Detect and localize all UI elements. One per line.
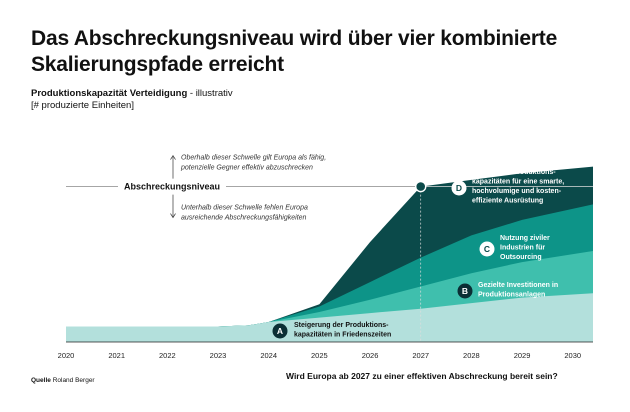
callout-a-label-2: kapazitäten in Friedenszeiten bbox=[294, 332, 391, 339]
threshold-label: Abschreckungsniveau bbox=[124, 182, 220, 192]
x-tick-2029: 2029 bbox=[514, 351, 531, 360]
callout-d-letter: D bbox=[456, 183, 462, 193]
callout-a-letter: A bbox=[277, 326, 283, 336]
callout-c-letter: C bbox=[484, 244, 490, 254]
source-label: Quelle bbox=[31, 377, 51, 384]
callout-b-label-2: Produktionsanlagen bbox=[478, 292, 545, 299]
x-tick-2024: 2024 bbox=[260, 351, 277, 360]
callout-d-label-1: Aufbau von Produktions- bbox=[472, 169, 556, 176]
chart-title: Das Abschreckungsniveau wird über vier k… bbox=[31, 27, 558, 76]
area-a bbox=[66, 293, 593, 342]
callout-c-label-3: Outsourcing bbox=[500, 254, 542, 261]
x-tick-2026: 2026 bbox=[362, 351, 379, 360]
callout-c-circle bbox=[479, 241, 495, 257]
subtitle-rest: - illustrativ bbox=[187, 88, 233, 99]
callout-b-letter: B bbox=[462, 286, 468, 296]
arrow-up-head bbox=[170, 154, 176, 160]
source-note: Quelle Roland Berger bbox=[31, 377, 95, 384]
callout-c-label-1: Nutzung ziviler bbox=[500, 235, 550, 242]
below-text-line-1: Unterhalb dieser Schwelle fehlen Europa bbox=[181, 205, 308, 212]
chart-subtitle: Produktionskapazität Verteidigung - illu… bbox=[31, 88, 233, 100]
callout-a-circle bbox=[272, 323, 288, 339]
x-tick-2027: 2027 bbox=[412, 351, 429, 360]
above-text-line-1: Oberhalb dieser Schwelle gilt Europa als… bbox=[181, 155, 326, 162]
y-axis-label: [# produzierte Einheiten] bbox=[31, 100, 134, 111]
callout-d-label-4: effiziente Ausrüstung bbox=[472, 198, 543, 205]
x-tick-2020: 2020 bbox=[58, 351, 75, 360]
arrow-down-head bbox=[170, 213, 176, 219]
x-tick-2030: 2030 bbox=[564, 351, 581, 360]
callout-d-label-3: hochvolumige und kosten- bbox=[472, 188, 562, 195]
x-tick-2028: 2028 bbox=[463, 351, 480, 360]
threshold-label-bg bbox=[118, 180, 226, 193]
callout-a-label-1: Steigerung der Produktions- bbox=[294, 322, 389, 329]
x-tick-2025: 2025 bbox=[311, 351, 328, 360]
crossing-marker bbox=[415, 180, 427, 193]
x-tick-2022: 2022 bbox=[159, 351, 176, 360]
callout-d-circle bbox=[451, 180, 467, 196]
below-text-line-2: ausreichende Abschreckungsfähigkeiten bbox=[181, 215, 307, 222]
callout-b-circle bbox=[457, 283, 473, 299]
source-text: Roland Berger bbox=[52, 377, 95, 384]
x-tick-2021: 2021 bbox=[108, 351, 125, 360]
above-text-line-2: potenzielle Gegner effektiv abzuschrecke… bbox=[180, 165, 313, 172]
bottom-question: Wird Europa ab 2027 zu einer effektiven … bbox=[286, 371, 558, 381]
subtitle-bold: Produktionskapazität Verteidigung bbox=[31, 88, 188, 99]
callout-c-label-2: Industrien für bbox=[500, 245, 545, 252]
x-tick-2023: 2023 bbox=[210, 351, 227, 360]
callout-d-label-2: kapazitäten für eine smarte, bbox=[472, 179, 564, 186]
callout-b-label-1: Gezielte Investitionen in bbox=[478, 282, 558, 289]
